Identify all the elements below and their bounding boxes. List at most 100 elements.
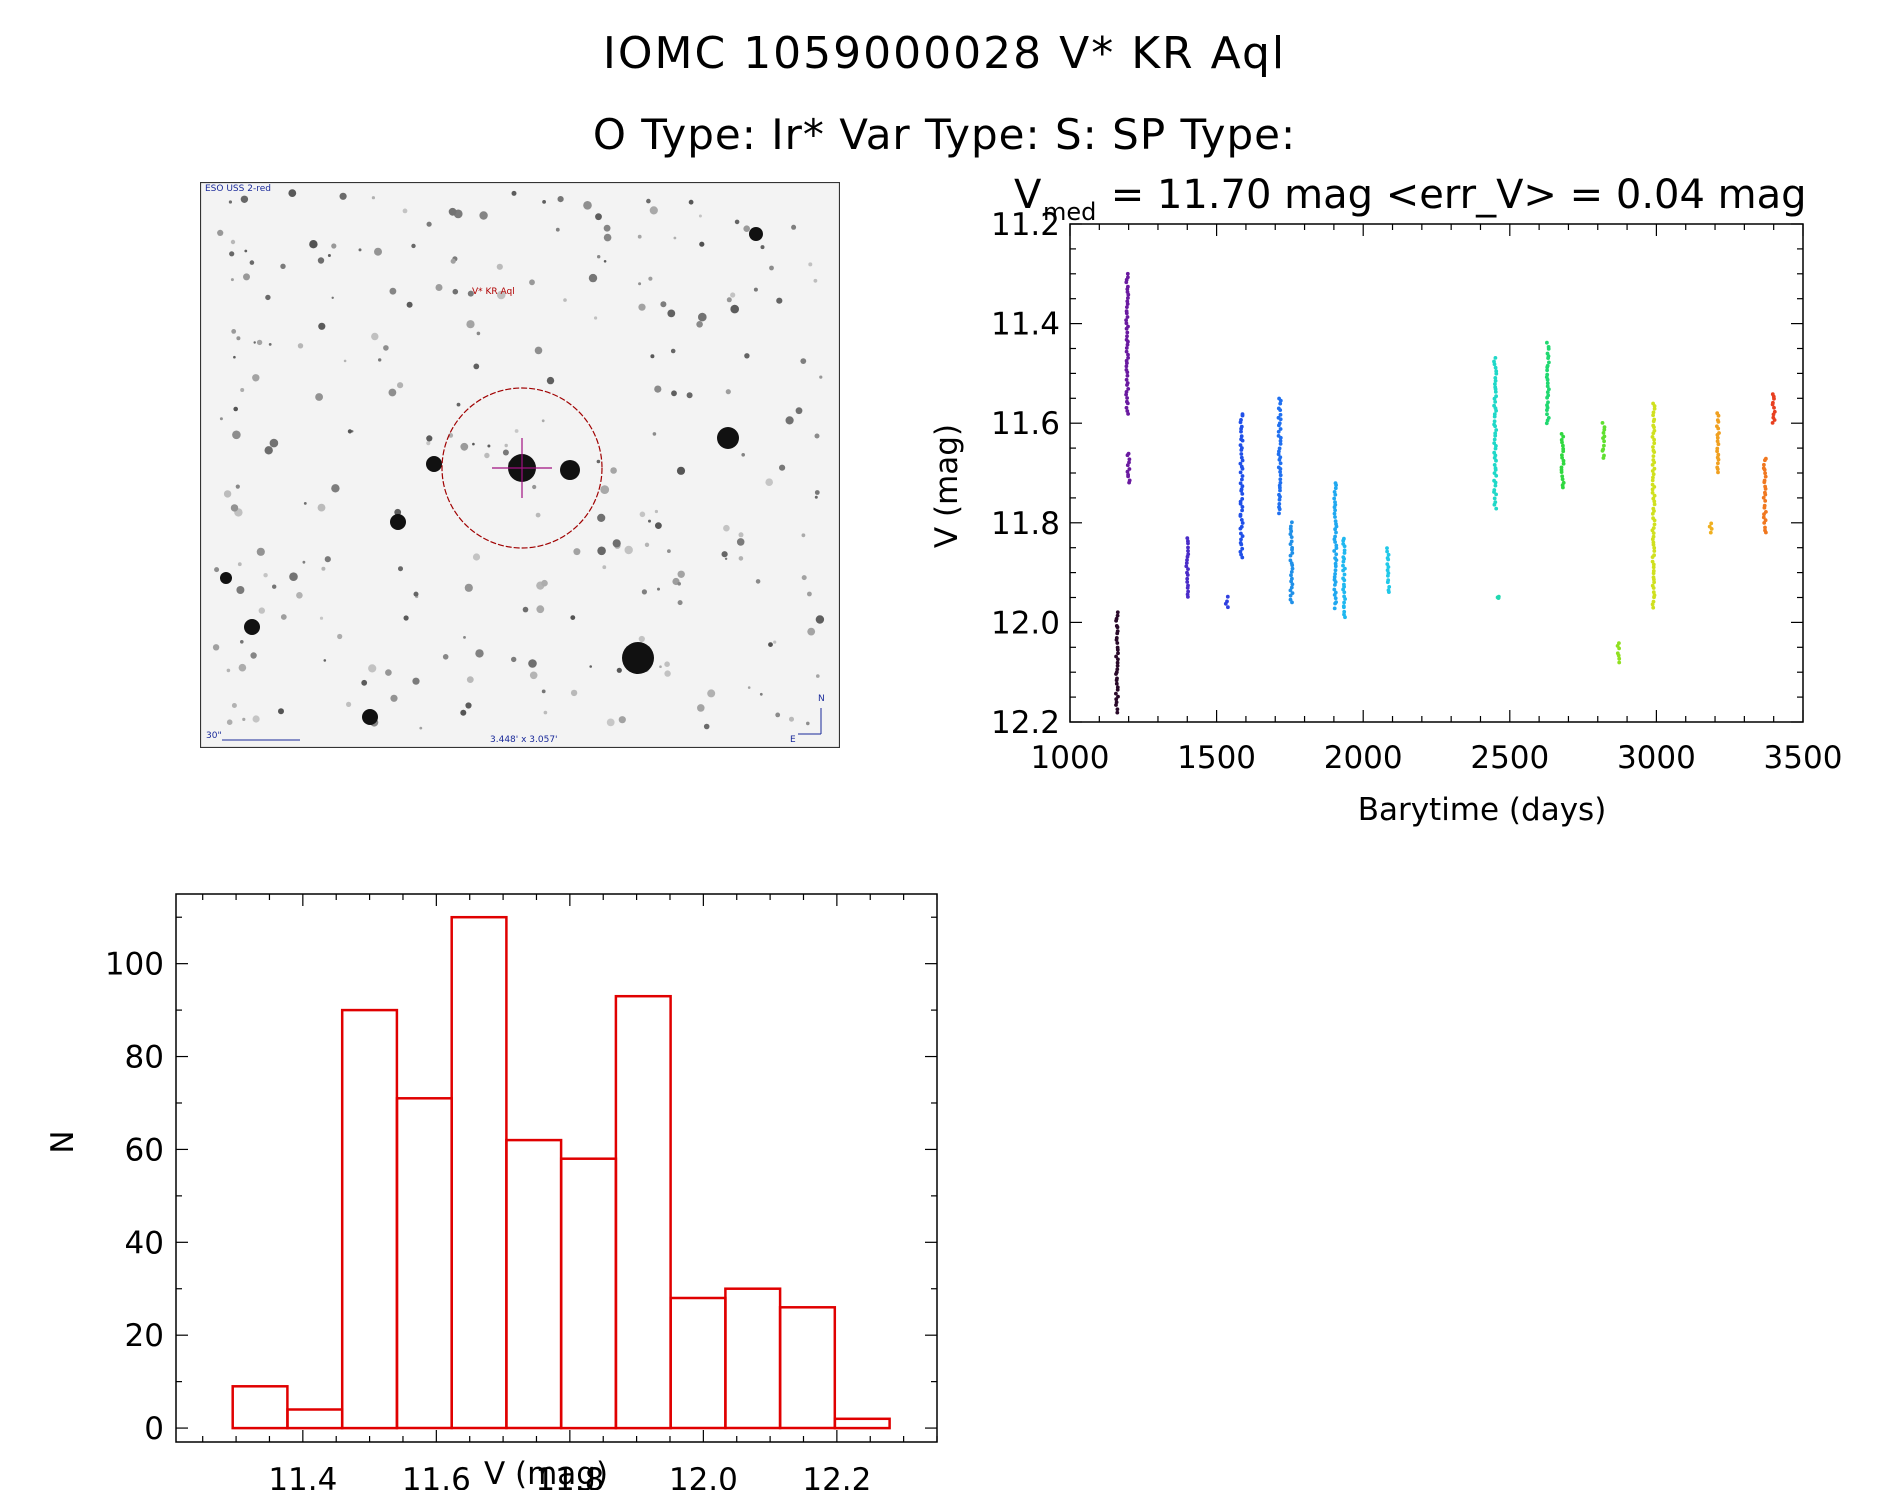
star <box>371 196 375 200</box>
histogram-bar <box>833 1417 891 1430</box>
lc-data-point <box>1115 663 1120 668</box>
star <box>659 665 662 668</box>
star <box>563 298 567 302</box>
lc-data-point <box>1493 356 1498 360</box>
lc-data-point <box>1288 593 1293 598</box>
lc-data-point <box>1124 326 1129 331</box>
lc-title-rest: = 11.70 mag <err_V> = 0.04 mag <box>1098 172 1807 218</box>
lc-data-point <box>1332 505 1337 510</box>
star <box>697 704 705 712</box>
lc-data-point <box>1386 573 1390 578</box>
lc-data-point <box>1114 703 1118 707</box>
star <box>278 708 284 715</box>
lc-data-point <box>1652 499 1657 504</box>
lc-data-point <box>1493 433 1498 438</box>
lc-data-point <box>1125 383 1129 387</box>
star <box>638 303 646 311</box>
star <box>217 229 224 236</box>
lc-data-point <box>1240 521 1245 525</box>
lc-data-point <box>1288 588 1293 593</box>
lc-data-point <box>1226 605 1230 610</box>
star <box>402 208 408 214</box>
lc-data-point <box>1332 587 1337 592</box>
lc-data-point <box>1240 474 1245 478</box>
star <box>673 236 677 240</box>
lc-data-point <box>1290 520 1294 525</box>
star <box>723 524 730 532</box>
hist-y-tick-label: 20 <box>125 1318 164 1354</box>
lc-data-point <box>1545 395 1549 400</box>
lc-data-point <box>1651 590 1656 595</box>
star <box>618 716 626 724</box>
star <box>603 260 607 263</box>
lc-data-point <box>1115 647 1120 652</box>
star <box>374 247 382 256</box>
star <box>319 616 324 620</box>
lc-data-point <box>1762 480 1767 485</box>
star <box>411 243 416 249</box>
lc-data-point <box>1651 542 1656 547</box>
star <box>649 206 658 215</box>
star <box>603 224 611 232</box>
lc-data-point <box>1650 555 1655 559</box>
star <box>814 433 820 439</box>
lc-data-point <box>1715 467 1720 471</box>
lc-data-point <box>1762 512 1766 517</box>
lc-data-point <box>1545 365 1550 370</box>
lc-data-point <box>1184 564 1189 569</box>
star <box>595 213 602 221</box>
star <box>589 665 592 668</box>
star <box>644 542 650 547</box>
lc-data-point <box>1185 576 1190 581</box>
lc-data-point <box>1763 499 1768 503</box>
lc-data-point <box>1126 387 1131 391</box>
lc-data-point <box>1289 573 1293 578</box>
lc-data-point <box>1332 606 1337 611</box>
star <box>541 689 546 694</box>
lc-data-point <box>1651 445 1655 449</box>
lc-y-tick-label: 11.4 <box>991 307 1060 343</box>
lc-data-point <box>1240 546 1245 551</box>
lc-data-point <box>1651 431 1656 436</box>
lc-data-point <box>1126 296 1130 300</box>
star <box>738 556 744 561</box>
lc-data-point <box>1289 570 1294 574</box>
star <box>250 652 257 659</box>
lc-data-point <box>1493 382 1497 386</box>
lc-data-point <box>1126 352 1130 357</box>
lc-data-point <box>1288 542 1293 546</box>
lc-data-point <box>1115 613 1120 618</box>
lc-data-point <box>1493 483 1498 488</box>
star <box>529 279 535 286</box>
lc-data-point <box>1278 412 1283 417</box>
hist-axes-frame <box>175 893 938 1443</box>
hist-x-tick-label: 12.2 <box>802 1462 871 1490</box>
lc-data-point <box>1277 497 1282 502</box>
lc-y-label: V (mag) <box>930 424 965 548</box>
star <box>814 495 818 499</box>
star <box>676 466 686 475</box>
lc-data-point <box>1559 470 1564 474</box>
star <box>532 484 537 490</box>
star <box>664 661 670 667</box>
lc-data-point <box>1547 387 1551 392</box>
bright-star <box>560 460 580 480</box>
lc-data-point <box>1762 505 1767 510</box>
lc-data-point <box>1186 541 1190 546</box>
star <box>226 668 231 673</box>
lc-data-point <box>1601 456 1606 460</box>
star <box>231 329 237 334</box>
lc-data-point <box>1186 545 1190 550</box>
lc-data-point <box>1770 402 1775 407</box>
lc-data-point <box>1240 466 1245 471</box>
lc-data-point <box>1126 356 1130 360</box>
lc-data-point <box>1125 287 1130 291</box>
lc-data-point <box>1493 376 1498 380</box>
lc-data-point <box>1290 582 1295 587</box>
star <box>744 353 750 359</box>
lc-data-point <box>1762 462 1766 467</box>
lc-data-point <box>1493 446 1498 451</box>
lc-data-point <box>1184 561 1189 565</box>
east-label: E <box>790 735 796 745</box>
star <box>317 503 326 512</box>
